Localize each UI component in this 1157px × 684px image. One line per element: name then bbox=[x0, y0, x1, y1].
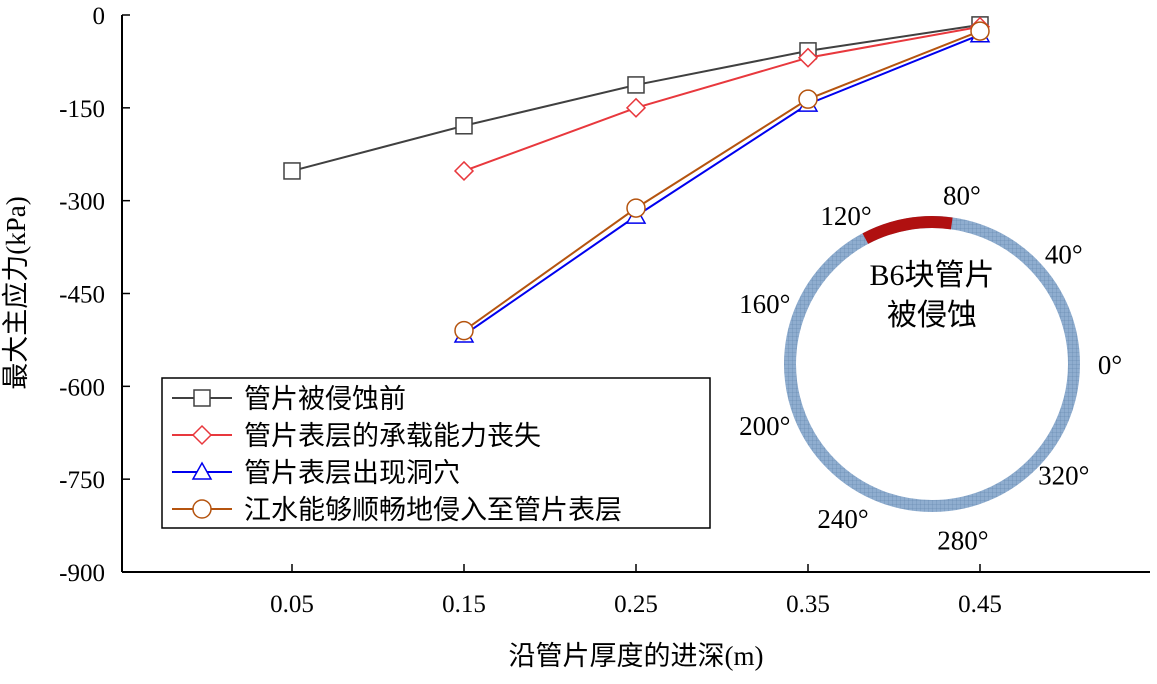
series-3 bbox=[454, 21, 990, 341]
angle-label: 240° bbox=[817, 504, 868, 534]
data-point bbox=[797, 47, 819, 68]
angle-label: 0° bbox=[1098, 350, 1122, 380]
y-tick-label: -600 bbox=[59, 374, 105, 401]
inset-ring-diagram: B6块管片 被侵蚀 0° 40° 80° 120° 160° 200° 240° 280° 32… bbox=[739, 181, 1122, 556]
series-line bbox=[463, 25, 981, 172]
inset-label-line1: B6块管片 bbox=[869, 259, 994, 292]
data-point bbox=[283, 162, 301, 180]
legend-label: 管片表层的承载能力丧失 bbox=[244, 421, 541, 451]
y-tick-label: -900 bbox=[59, 560, 105, 587]
data-point bbox=[970, 21, 990, 41]
y-tick-label: -750 bbox=[59, 467, 105, 494]
angle-label: 120° bbox=[820, 201, 871, 231]
y-tick-label: -450 bbox=[59, 282, 105, 309]
angle-label: 40° bbox=[1045, 239, 1083, 269]
x-tick-label: 0.45 bbox=[958, 591, 1002, 618]
angle-label: 280° bbox=[937, 525, 988, 555]
y-tick-label: 0 bbox=[93, 3, 106, 30]
angle-label: 160° bbox=[739, 289, 790, 319]
x-tick-label: 0.05 bbox=[270, 591, 314, 618]
legend-marker bbox=[193, 389, 211, 407]
legend-label: 管片表层出现洞穴 bbox=[244, 458, 460, 488]
eroded-segment-arc bbox=[862, 216, 953, 244]
legend-marker bbox=[191, 461, 213, 480]
y-tick-label: -300 bbox=[59, 189, 105, 216]
legend-label: 管片被侵蚀前 bbox=[244, 384, 406, 414]
legend-box bbox=[161, 377, 711, 529]
series-line bbox=[463, 33, 981, 336]
series-2 bbox=[453, 24, 991, 343]
data-point bbox=[627, 76, 645, 94]
series-0 bbox=[283, 16, 989, 180]
angle-label: 200° bbox=[739, 411, 790, 441]
series-1 bbox=[453, 16, 991, 182]
data-point bbox=[626, 198, 646, 218]
inset-label-line2: 被侵蚀 bbox=[887, 299, 977, 332]
data-point bbox=[455, 117, 473, 135]
data-point bbox=[798, 89, 818, 109]
data-point bbox=[453, 160, 475, 182]
legend-marker bbox=[192, 499, 212, 519]
data-point bbox=[454, 320, 474, 341]
y-axis-label: 最大主应力(kPa) bbox=[1, 196, 31, 389]
angle-label: 320° bbox=[1038, 461, 1089, 491]
x-axis-label: 沿管片厚度的进深(m) bbox=[509, 641, 764, 671]
data-point bbox=[625, 97, 647, 118]
legend-marker bbox=[191, 424, 213, 446]
x-tick-label: 0.35 bbox=[786, 591, 830, 618]
y-tick-label: -150 bbox=[59, 96, 105, 123]
angle-label: 80° bbox=[943, 181, 981, 211]
x-tick-label: 0.15 bbox=[442, 591, 486, 618]
series-line bbox=[463, 30, 981, 332]
x-tick-label: 0.25 bbox=[614, 591, 658, 618]
legend-label: 江水能够顺畅地侵入至管片表层 bbox=[244, 495, 622, 525]
